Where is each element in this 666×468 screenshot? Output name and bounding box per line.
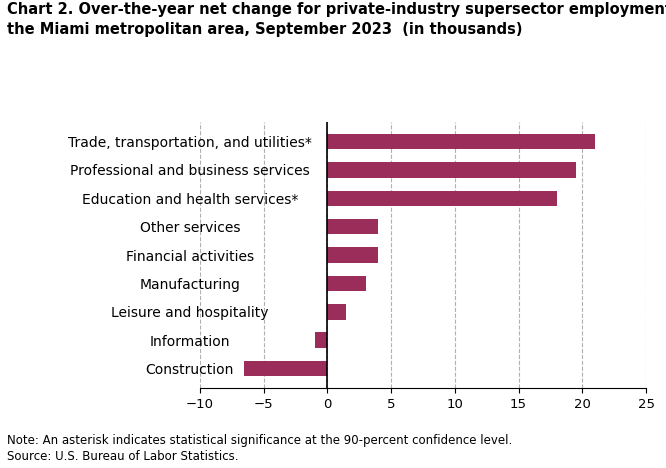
Bar (327, 276, 366, 291)
Bar (327, 162, 576, 178)
Bar (327, 247, 378, 263)
Bar (244, 361, 327, 376)
Bar (327, 219, 378, 234)
Bar (314, 332, 327, 348)
Bar (327, 304, 346, 320)
Text: Source: U.S. Bureau of Labor Statistics.: Source: U.S. Bureau of Labor Statistics. (7, 450, 238, 463)
Text: Note: An asterisk indicates statistical significance at the 90-percent confidenc: Note: An asterisk indicates statistical … (7, 434, 512, 447)
Text: Chart 2. Over-the-year net change for private-industry supersector employment in: Chart 2. Over-the-year net change for pr… (7, 2, 666, 37)
Bar (327, 190, 557, 206)
Bar (327, 134, 595, 149)
